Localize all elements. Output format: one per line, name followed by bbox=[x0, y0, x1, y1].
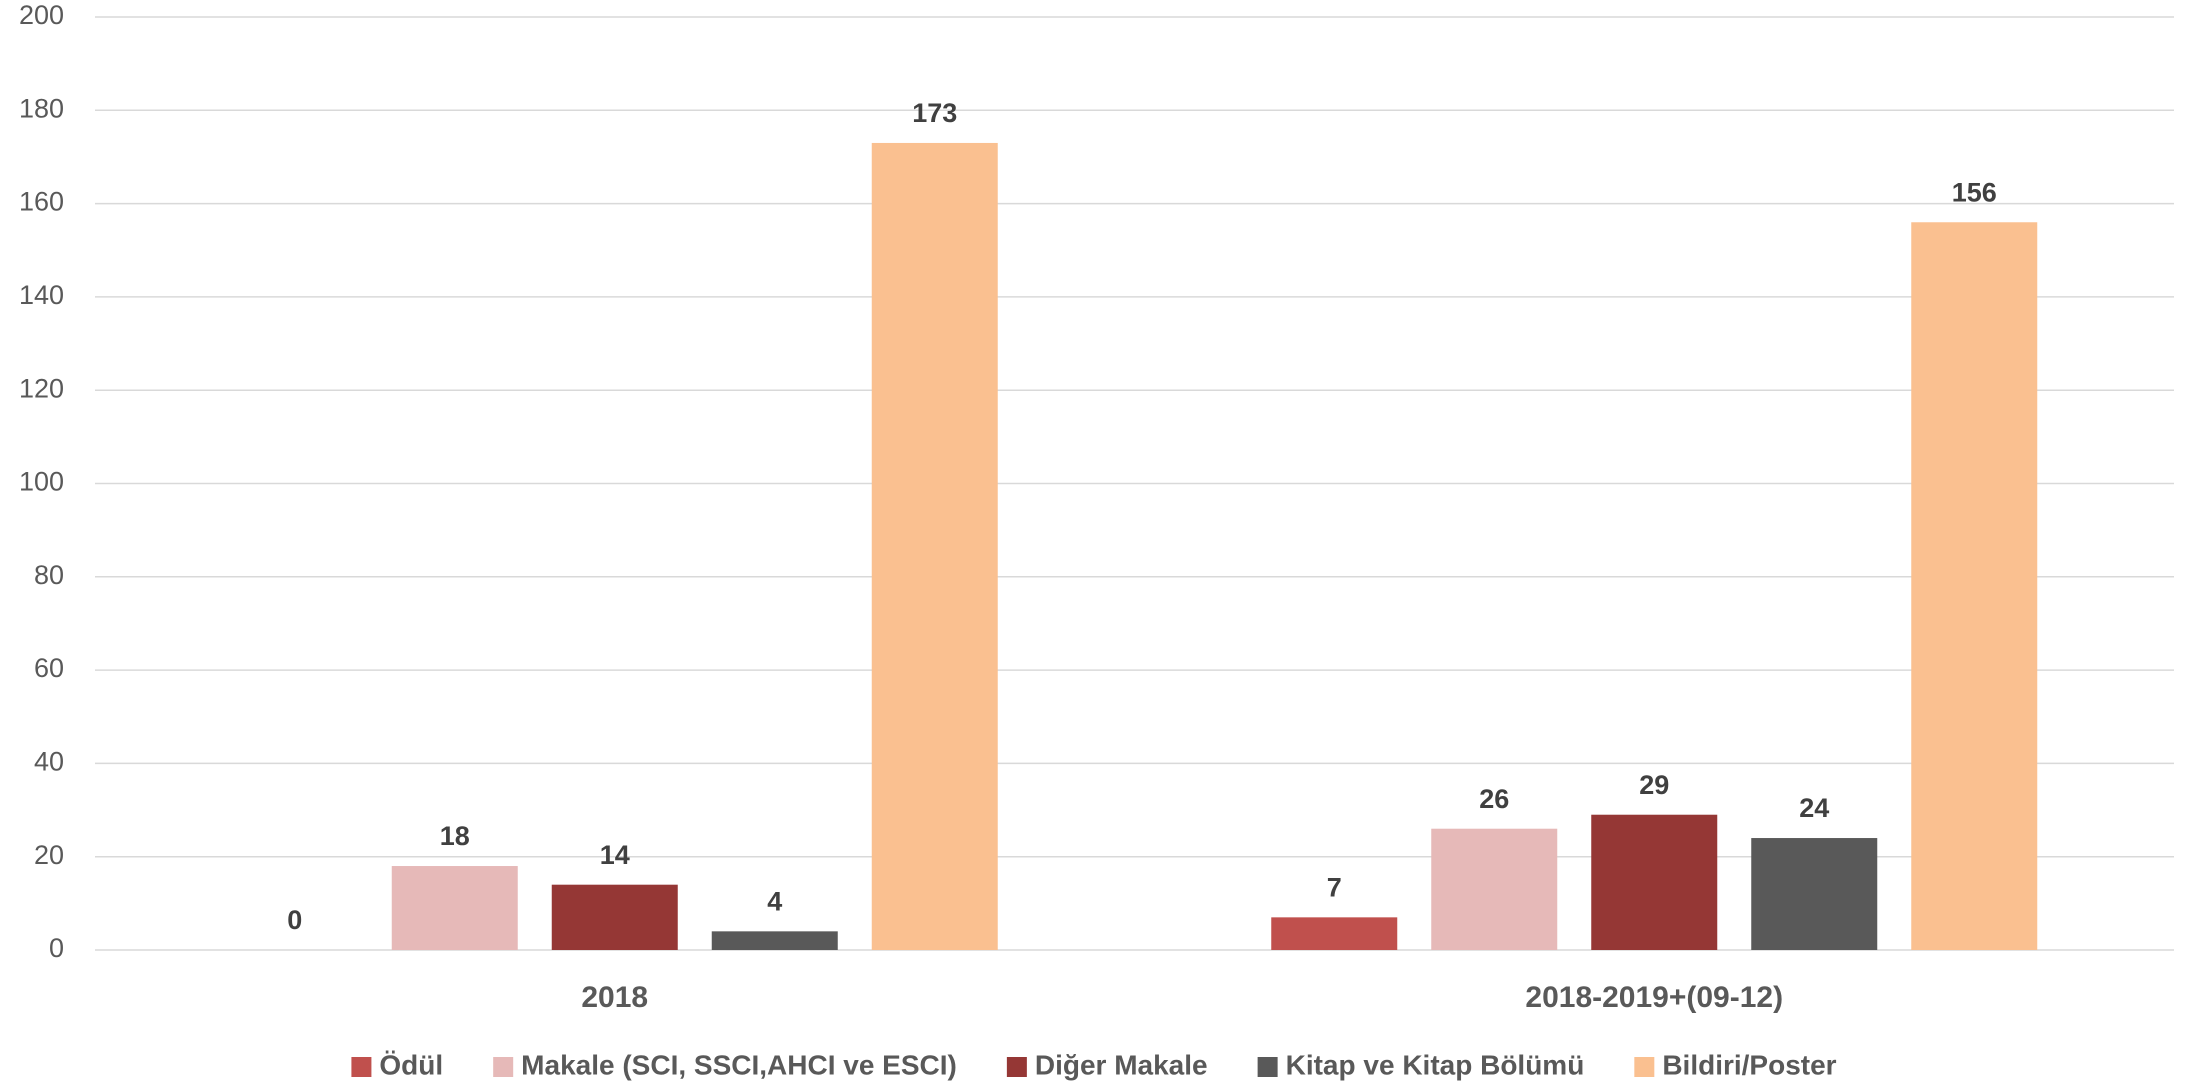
legend-label: Makale (SCI, SSCI,AHCI ve ESCI) bbox=[521, 1049, 957, 1080]
legend-label: Bildiri/Poster bbox=[1662, 1049, 1836, 1080]
bar bbox=[551, 884, 678, 950]
y-tick-label: 40 bbox=[34, 747, 64, 777]
y-tick-label: 60 bbox=[34, 653, 64, 683]
y-tick-label: 0 bbox=[49, 933, 64, 963]
data-label: 0 bbox=[287, 905, 302, 935]
bar bbox=[1751, 838, 1878, 950]
bar bbox=[711, 931, 838, 950]
y-tick-label: 80 bbox=[34, 560, 64, 590]
data-label: 14 bbox=[600, 840, 630, 870]
y-tick-label: 160 bbox=[19, 187, 64, 217]
bar bbox=[1431, 828, 1558, 950]
legend: Ödül Makale (SCI, SSCI,AHCI ve ESCI) Diğer… bbox=[351, 1049, 1837, 1080]
data-label: 7 bbox=[1327, 872, 1342, 902]
legend-swatch bbox=[1257, 1057, 1278, 1077]
y-tick-label: 200 bbox=[19, 0, 64, 30]
data-label: 26 bbox=[1479, 784, 1509, 814]
data-label: 18 bbox=[440, 821, 470, 851]
x-tick-label: 2018 bbox=[581, 981, 648, 1014]
bar bbox=[391, 866, 518, 950]
legend-label: Kitap ve Kitap Bölümü bbox=[1286, 1049, 1585, 1080]
legend-swatch bbox=[351, 1057, 372, 1077]
data-label: 156 bbox=[1952, 177, 1997, 207]
data-label: 24 bbox=[1799, 793, 1829, 823]
x-tick-label: 2018-2019+(09-12) bbox=[1525, 981, 1783, 1014]
bar bbox=[1911, 222, 2038, 950]
data-label: 4 bbox=[767, 886, 782, 916]
y-tick-label: 120 bbox=[19, 373, 64, 403]
y-tick-label: 20 bbox=[34, 840, 64, 870]
data-label: 173 bbox=[912, 98, 957, 128]
y-tick-label: 100 bbox=[19, 467, 64, 497]
data-label: 29 bbox=[1639, 770, 1669, 800]
bar bbox=[1591, 814, 1718, 950]
y-tick-label: 140 bbox=[19, 280, 64, 310]
legend-swatch bbox=[493, 1057, 514, 1077]
legend-swatch bbox=[1634, 1057, 1655, 1077]
y-tick-label: 180 bbox=[19, 93, 64, 123]
legend-label: Ödül bbox=[379, 1049, 443, 1080]
legend-swatch bbox=[1006, 1057, 1027, 1077]
legend-label: Diğer Makale bbox=[1035, 1049, 1208, 1080]
bar bbox=[871, 142, 998, 950]
bar bbox=[1271, 917, 1398, 950]
